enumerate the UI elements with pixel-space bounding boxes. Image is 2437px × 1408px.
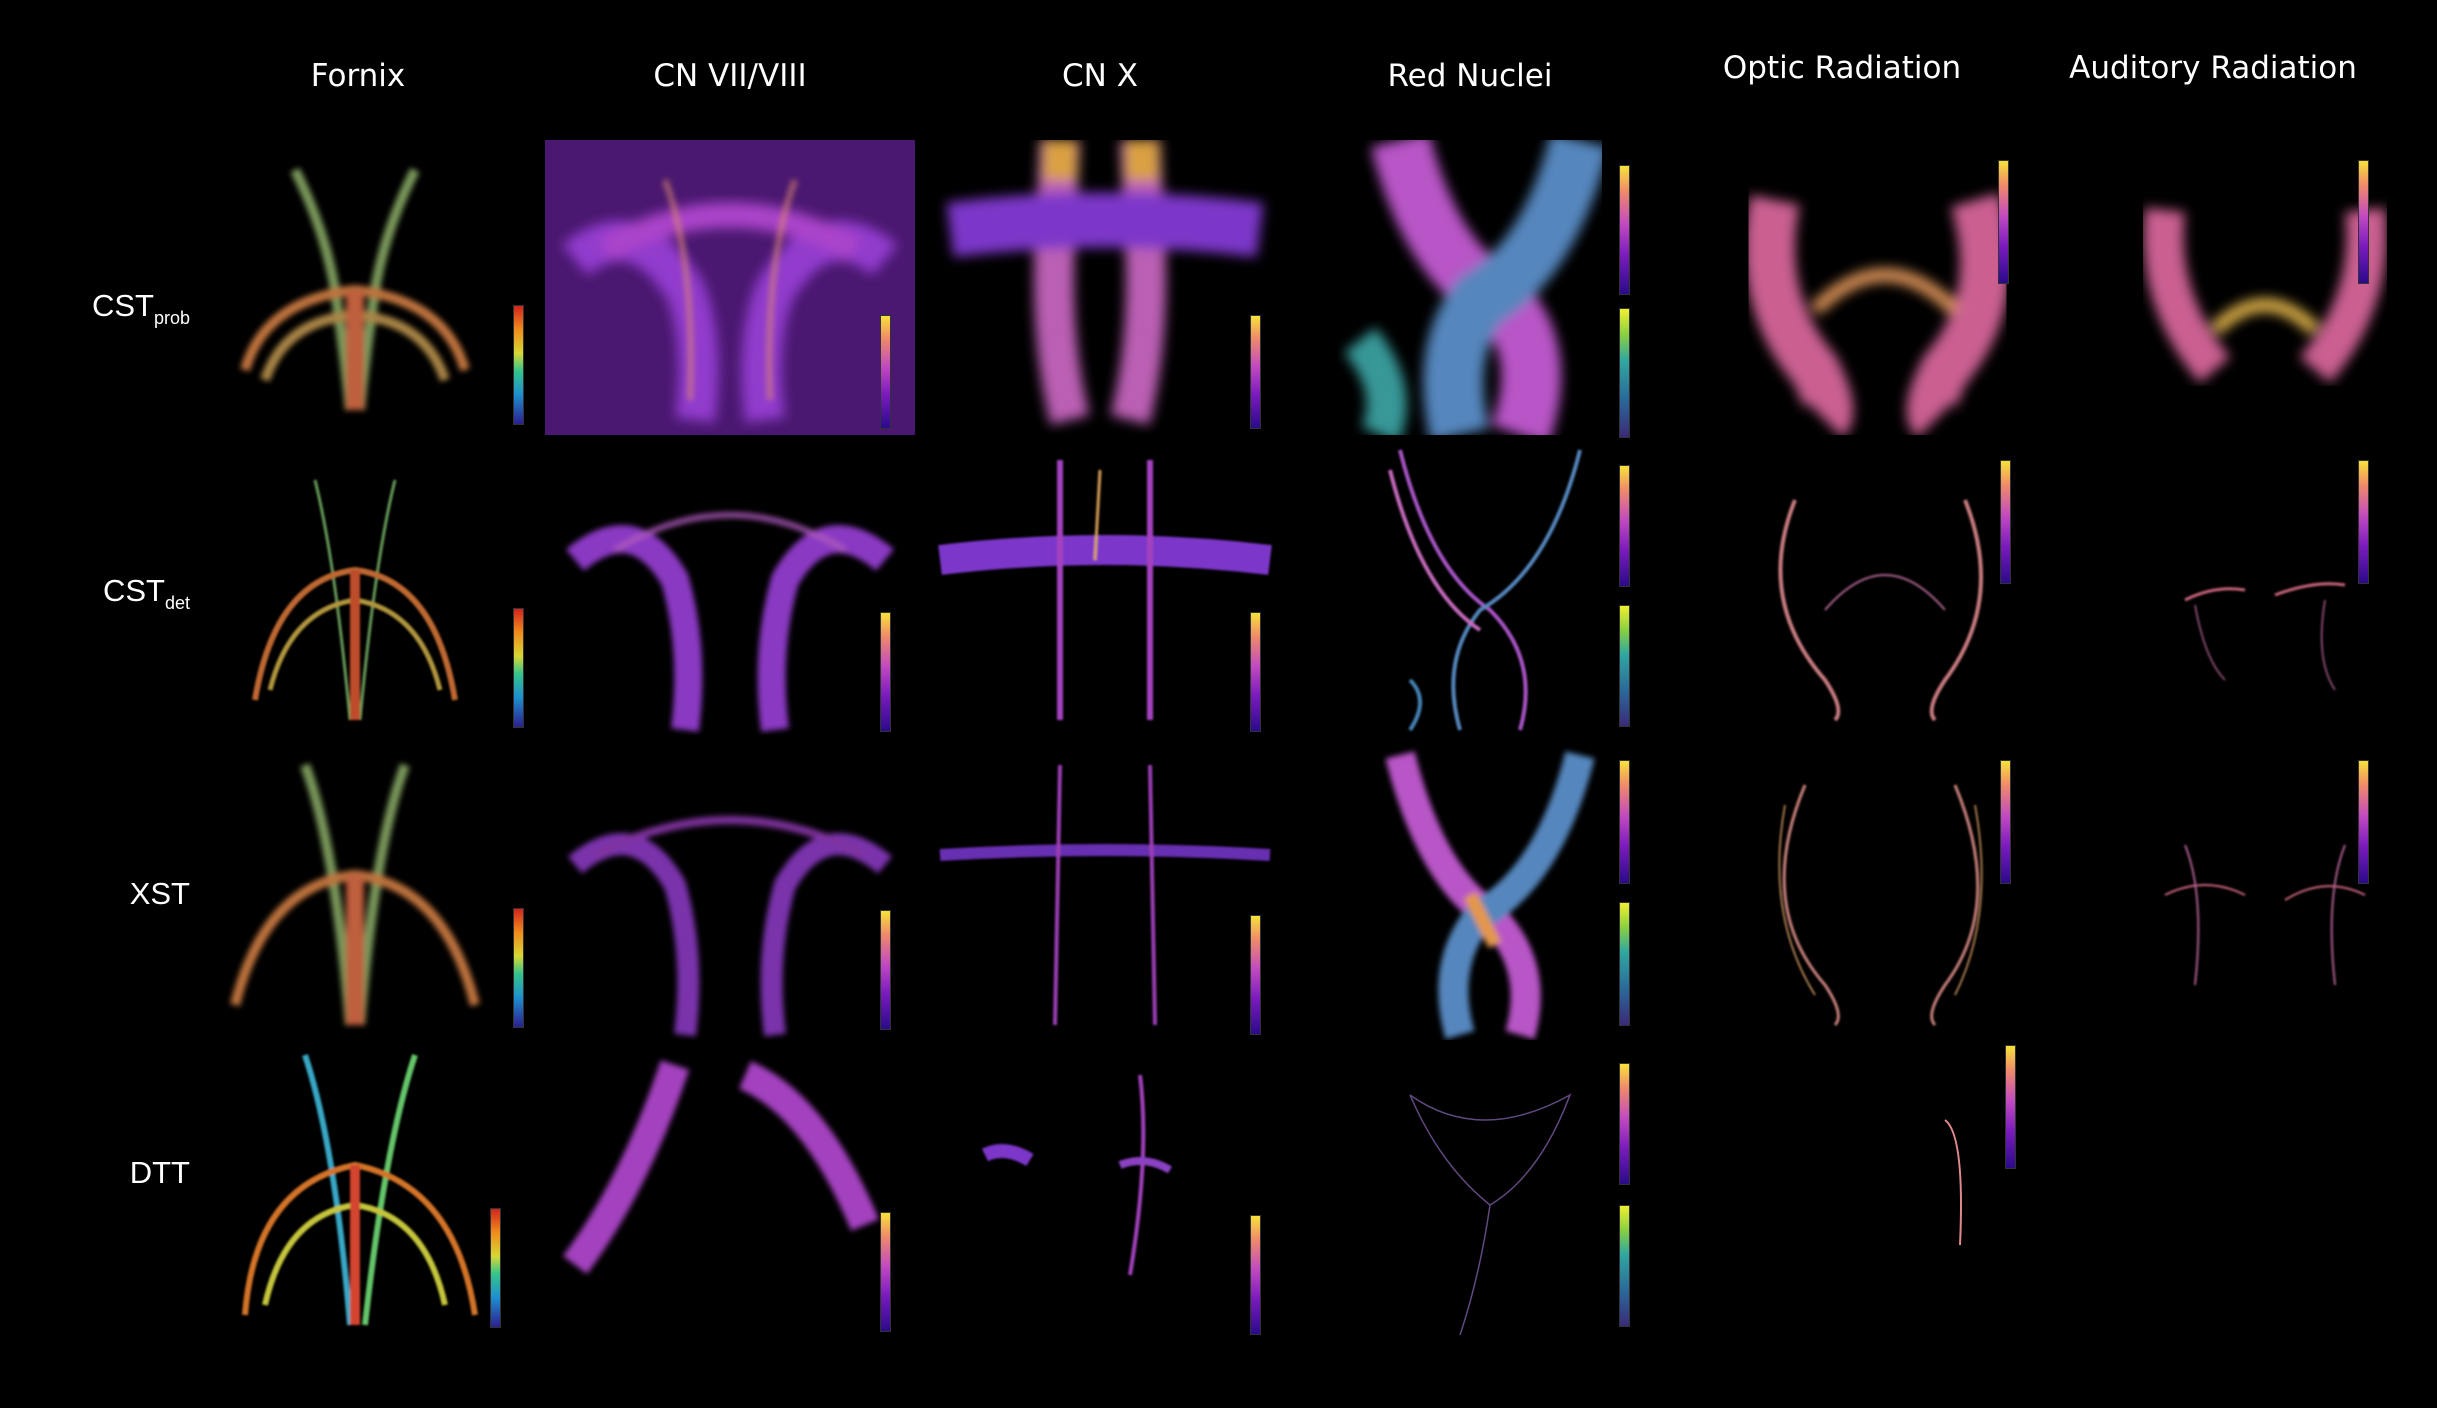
panel-cn-x-cst-det [920,440,1290,735]
panel-cn-vii-viii-cst-prob [545,140,915,435]
panel-auditory-radiation-cst-prob [2080,140,2437,435]
colorbar-fa [1619,165,1630,295]
panel-red-nuclei-cst-prob [1300,140,1670,435]
column-header-cn-x: CN X [1062,58,1138,94]
column-header-cn-vii-viii: CN VII/VIII [653,58,807,94]
colorbar-subject [513,908,524,1028]
colorbar-ad [1619,605,1630,727]
colorbar-subject [513,608,524,728]
row-header-cst-prob: CSTprob [91,288,190,328]
colorbar-fa [880,910,891,1030]
panel-optic-radiation-dtt [1700,1045,2070,1340]
colorbar-subject [513,305,524,425]
panel-fornix-cst-prob [175,140,545,435]
colorbar-subject [490,1208,501,1328]
colorbar-fa [880,612,891,732]
colorbar-fa [2000,460,2011,584]
colorbar-fa [2358,460,2369,584]
row-header-xst: XST [129,876,190,911]
colorbar-fa [1250,315,1261,429]
panel-optic-radiation-cst-prob [1700,140,2070,435]
colorbar-ad [1619,308,1630,438]
panel-cn-x-cst-prob [920,140,1290,435]
colorbar-fa [2358,760,2369,884]
colorbar-fa [880,315,891,429]
colorbar-fa [1619,760,1630,884]
panel-cn-x-dtt [920,1045,1290,1340]
colorbar-fa [2000,760,2011,884]
colorbar-fa [880,1212,891,1332]
column-header-auditory-radiation: Auditory Radiation [2069,50,2357,86]
panel-optic-radiation-cst-det [1700,440,2070,735]
panel-fornix-cst-det [175,440,545,735]
panel-cn-vii-viii-dtt [545,1045,915,1340]
column-header-optic-radiation: Optic Radiation [1722,50,1962,86]
colorbar-fa [2358,160,2369,284]
row-header-dtt: DTT [129,1155,190,1190]
panel-cn-vii-viii-xst [545,745,915,1040]
row-header-cst-det: CSTdet [102,573,190,613]
panel-red-nuclei-cst-det [1300,440,1670,735]
colorbar-fa [1250,1215,1261,1335]
panel-fornix-xst [175,745,545,1040]
colorbar-fa [1250,915,1261,1035]
panel-cn-vii-viii-cst-det [545,440,915,735]
panel-fornix-dtt [175,1045,545,1340]
panel-red-nuclei-xst [1300,745,1670,1040]
colorbar-fa [1998,160,2009,284]
panel-auditory-radiation-xst [2080,745,2437,1040]
colorbar-fa [2005,1045,2016,1169]
panel-optic-radiation-xst [1700,745,2070,1040]
colorbar-ad [1619,902,1630,1026]
panel-red-nuclei-dtt [1300,1045,1670,1340]
panel-auditory-radiation-cst-det [2080,440,2437,735]
colorbar-fa [1250,612,1261,732]
colorbar-fa [1619,465,1630,587]
colorbar-fa [1619,1063,1630,1185]
colorbar-ad [1619,1205,1630,1327]
column-header-red-nuclei: Red Nuclei [1387,58,1553,94]
column-header-fornix: Fornix [310,58,406,94]
panel-cn-x-xst [920,745,1290,1040]
